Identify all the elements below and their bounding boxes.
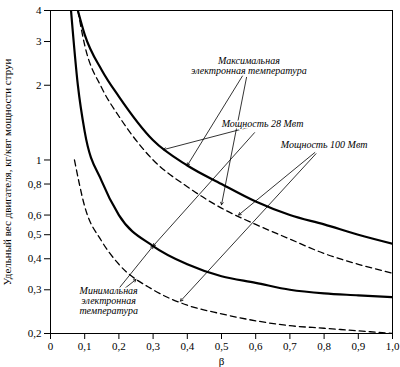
svg-text:0,8: 0,8: [28, 178, 42, 190]
svg-text:0,7: 0,7: [283, 340, 297, 352]
svg-text:0: 0: [48, 340, 54, 352]
svg-text:0,3: 0,3: [28, 283, 42, 295]
svg-text:0,2: 0,2: [28, 327, 42, 339]
svg-text:0,1: 0,1: [78, 340, 92, 352]
svg-text:3: 3: [36, 35, 42, 47]
svg-text:0,6: 0,6: [249, 340, 263, 352]
svg-text:Максимальнаяэлектронная темпер: Максимальнаяэлектронная температура: [191, 55, 307, 76]
svg-text:0,9: 0,9: [351, 340, 365, 352]
svg-text:2: 2: [36, 79, 42, 91]
svg-text:0,3: 0,3: [146, 340, 160, 352]
svg-text:0,6: 0,6: [28, 209, 42, 221]
svg-text:Мощность 100 Мвт: Мощность 100 Мвт: [280, 139, 368, 150]
svg-text:Удельный вес двигателя, кг/квт: Удельный вес двигателя, кг/квт мощности …: [1, 58, 13, 285]
svg-text:0,8: 0,8: [317, 340, 331, 352]
svg-text:0,4: 0,4: [180, 340, 194, 352]
svg-text:4: 4: [36, 4, 42, 16]
svg-text:0,2: 0,2: [112, 340, 126, 352]
svg-text:1: 1: [36, 153, 42, 165]
svg-text:Минимальнаяэлектроннаятемперат: Минимальнаяэлектроннаятемпература: [79, 285, 139, 316]
svg-text:β: β: [219, 355, 225, 367]
svg-text:1,0: 1,0: [386, 340, 400, 352]
svg-text:0,5: 0,5: [215, 340, 229, 352]
svg-text:0,4: 0,4: [28, 252, 42, 264]
svg-text:0,5: 0,5: [28, 228, 42, 240]
svg-text:Мощность 28 Мвт: Мощность 28 Мвт: [221, 118, 304, 129]
